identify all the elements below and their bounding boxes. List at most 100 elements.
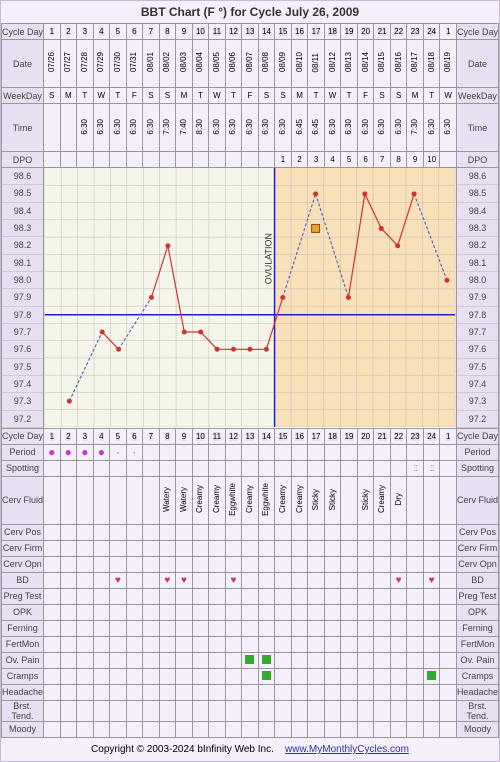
brstTend-cell: [341, 700, 358, 721]
fertMon-cell: [176, 636, 193, 652]
spotting-cell: [341, 460, 358, 476]
fertMon-cell: [93, 636, 110, 652]
time-cell: 6:45: [308, 104, 325, 152]
brstTend-cell: [143, 700, 160, 721]
cycleday-mid-cell: 18: [324, 428, 341, 444]
cramps-cell: [93, 668, 110, 684]
cervPos-cell: [275, 524, 292, 540]
period-cell: ●: [60, 444, 77, 460]
cervFirm-cell: [341, 540, 358, 556]
cervfluid-cell: [44, 476, 61, 524]
spotting-cell: [225, 460, 242, 476]
y-axis-left: 98.698.598.498.398.298.198.097.997.897.7…: [2, 168, 44, 429]
ferning-cell: [440, 620, 457, 636]
cervFirm-cell: [143, 540, 160, 556]
date-cell: 08/17: [407, 40, 424, 88]
row-label-date: Date: [2, 40, 44, 88]
cervfluid-cell: [440, 476, 457, 524]
period-cell: [275, 444, 292, 460]
spotting-cell: [60, 460, 77, 476]
spotting-cell: [77, 460, 94, 476]
cycleday-top-cell: 3: [77, 24, 94, 40]
site-link[interactable]: www.MyMonthlyCycles.com: [285, 744, 409, 755]
bd-cell: [407, 572, 424, 588]
spotting-cell: [44, 460, 61, 476]
cycleday-top-cell: 12: [225, 24, 242, 40]
pregTest-cell: [423, 588, 440, 604]
weekday-cell: F: [242, 88, 259, 104]
cervFirm-cell: [225, 540, 242, 556]
cycleday-mid-cell: 1: [44, 428, 61, 444]
brstTend-cell: [192, 700, 209, 721]
cramps-cell: [440, 668, 457, 684]
cervOpn-cell: [324, 556, 341, 572]
weekday-cell: T: [225, 88, 242, 104]
dpo-cell: 5: [341, 152, 358, 168]
cycleday-mid-cell: 4: [93, 428, 110, 444]
pregTest-cell: [110, 588, 127, 604]
spotting-cell: [258, 460, 275, 476]
ferning-cell: [258, 620, 275, 636]
cervfluid-cell: Creamy: [275, 476, 292, 524]
cycleday-mid-cell: 5: [110, 428, 127, 444]
cervFirm-cell: [324, 540, 341, 556]
moody-cell: [242, 721, 259, 737]
brstTend-cell: [291, 700, 308, 721]
headache-cell: [126, 684, 143, 700]
row-label-cervPos: Cerv Pos: [2, 524, 44, 540]
cervPos-cell: [143, 524, 160, 540]
footer: Copyright © 2003-2024 bInfinity Web Inc.…: [1, 738, 499, 761]
headache-cell: [93, 684, 110, 700]
cervfluid-cell: Eggwhite: [225, 476, 242, 524]
time-cell: 6:30: [423, 104, 440, 152]
spotting-cell: [176, 460, 193, 476]
period-cell: [242, 444, 259, 460]
row-label-headache: Headache: [2, 684, 44, 700]
cycleday-mid-cell: 3: [77, 428, 94, 444]
ferning-cell: [275, 620, 292, 636]
cycleday-mid-cell: 22: [390, 428, 407, 444]
row-label-date-r: Date: [456, 40, 498, 88]
headache-cell: [176, 684, 193, 700]
cervFirm-cell: [126, 540, 143, 556]
cycleday-top-cell: 5: [110, 24, 127, 40]
cervOpn-cell: [209, 556, 226, 572]
fertMon-cell: [77, 636, 94, 652]
time-cell: 6:30: [258, 104, 275, 152]
opk-cell: [407, 604, 424, 620]
cramps-cell: [324, 668, 341, 684]
opk-cell: [110, 604, 127, 620]
period-cell: [423, 444, 440, 460]
bd-cell: [126, 572, 143, 588]
date-cell: 08/15: [374, 40, 391, 88]
fertMon-cell: [291, 636, 308, 652]
row-label-time-r: Time: [456, 104, 498, 152]
dpo-cell: [209, 152, 226, 168]
cervPos-cell: [242, 524, 259, 540]
ovpain-cell: [143, 652, 160, 668]
fertMon-cell: [60, 636, 77, 652]
cervPos-cell: [192, 524, 209, 540]
pregTest-cell: [258, 588, 275, 604]
cervPos-cell: [60, 524, 77, 540]
weekday-cell: S: [390, 88, 407, 104]
ovpain-cell: [159, 652, 176, 668]
time-cell: 6:30: [374, 104, 391, 152]
time-cell: 6:30: [341, 104, 358, 152]
brstTend-cell: [242, 700, 259, 721]
cervfluid-cell: Creamy: [192, 476, 209, 524]
cervfluid-cell: Creamy: [242, 476, 259, 524]
weekday-cell: F: [126, 88, 143, 104]
time-cell: 6:45: [291, 104, 308, 152]
cervFirm-cell: [93, 540, 110, 556]
cycleday-top-cell: 11: [209, 24, 226, 40]
cervPos-cell: [440, 524, 457, 540]
row-label-opk-r: OPK: [456, 604, 498, 620]
spotting-cell: [143, 460, 160, 476]
ferning-cell: [390, 620, 407, 636]
cramps-cell: [126, 668, 143, 684]
bbt-chart-container: BBT Chart (F °) for Cycle July 26, 2009 …: [0, 0, 500, 762]
row-label-brstTend: Brst. Tend.: [2, 700, 44, 721]
cycleday-top-cell: 23: [407, 24, 424, 40]
cramps-cell: [242, 668, 259, 684]
